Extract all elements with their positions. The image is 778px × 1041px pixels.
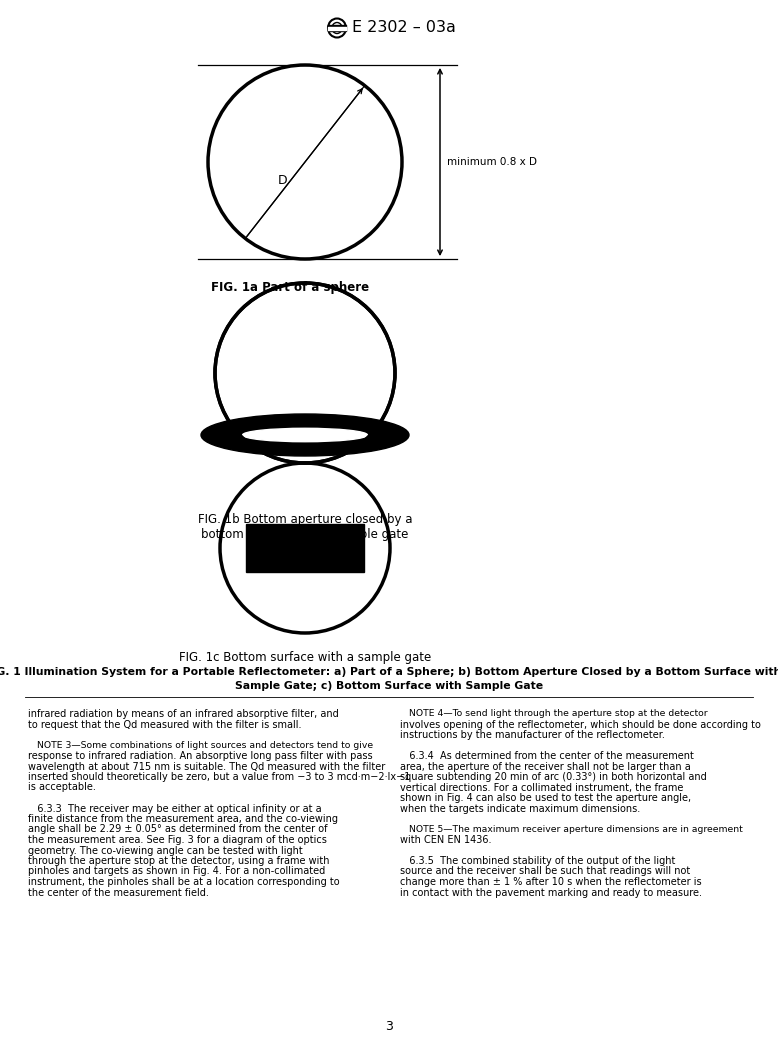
- Text: FIG. 1c Bottom surface with a sample gate: FIG. 1c Bottom surface with a sample gat…: [179, 651, 431, 664]
- Text: E 2302 – 03a: E 2302 – 03a: [352, 21, 456, 35]
- Text: FIG. 1 Illumination System for a Portable Reflectometer: a) Part of a Sphere; b): FIG. 1 Illumination System for a Portabl…: [0, 667, 778, 677]
- Text: change more than ± 1 % after 10 s when the reflectometer is: change more than ± 1 % after 10 s when t…: [400, 877, 702, 887]
- Text: finite distance from the measurement area, and the co-viewing: finite distance from the measurement are…: [28, 814, 338, 824]
- Ellipse shape: [201, 414, 409, 456]
- Text: vertical directions. For a collimated instrument, the frame: vertical directions. For a collimated in…: [400, 783, 683, 792]
- Text: area, the aperture of the receiver shall not be larger than a: area, the aperture of the receiver shall…: [400, 762, 691, 771]
- Text: Sample Gate; c) Bottom Surface with Sample Gate: Sample Gate; c) Bottom Surface with Samp…: [235, 681, 543, 691]
- Text: 3: 3: [385, 1020, 393, 1034]
- Ellipse shape: [243, 428, 367, 441]
- Text: square subtending 20 min of arc (0.33°) in both horizontal and: square subtending 20 min of arc (0.33°) …: [400, 772, 706, 782]
- Text: in contact with the pavement marking and ready to measure.: in contact with the pavement marking and…: [400, 888, 702, 897]
- Text: involves opening of the reflectometer, which should be done according to: involves opening of the reflectometer, w…: [400, 719, 761, 730]
- Text: is acceptable.: is acceptable.: [28, 783, 96, 792]
- Text: to request that the Qd measured with the filter is small.: to request that the Qd measured with the…: [28, 719, 302, 730]
- Text: the measurement area. See Fig. 3 for a diagram of the optics: the measurement area. See Fig. 3 for a d…: [28, 835, 327, 845]
- Text: wavelength at about 715 nm is suitable. The Qd measured with the filter: wavelength at about 715 nm is suitable. …: [28, 762, 385, 771]
- Bar: [246, 524, 364, 572]
- Text: FIG. 1a Part of a sphere: FIG. 1a Part of a sphere: [211, 281, 369, 294]
- Text: inserted should theoretically be zero, but a value from −3 to 3 mcd·m−2·lx−1: inserted should theoretically be zero, b…: [28, 772, 410, 782]
- Text: infrared radiation by means of an infrared absorptive filter, and: infrared radiation by means of an infrar…: [28, 709, 338, 719]
- Text: shown in Fig. 4 can also be used to test the aperture angle,: shown in Fig. 4 can also be used to test…: [400, 793, 691, 803]
- Text: source and the receiver shall be such that readings will not: source and the receiver shall be such th…: [400, 866, 690, 877]
- Text: angle shall be 2.29 ± 0.05° as determined from the center of: angle shall be 2.29 ± 0.05° as determine…: [28, 824, 328, 835]
- Text: response to infrared radiation. An absorptive long pass filter with pass: response to infrared radiation. An absor…: [28, 751, 373, 761]
- Text: NOTE 4—To send light through the aperture stop at the detector: NOTE 4—To send light through the apertur…: [400, 709, 708, 718]
- Text: instructions by the manufacturer of the reflectometer.: instructions by the manufacturer of the …: [400, 730, 665, 740]
- Text: 6.3.4  As determined from the center of the measurement: 6.3.4 As determined from the center of t…: [400, 751, 694, 761]
- Text: D: D: [279, 174, 288, 186]
- Text: when the targets indicate maximum dimensions.: when the targets indicate maximum dimens…: [400, 804, 640, 813]
- Text: NOTE 3—Some combinations of light sources and detectors tend to give: NOTE 3—Some combinations of light source…: [28, 740, 373, 750]
- Text: geometry. The co-viewing angle can be tested with light: geometry. The co-viewing angle can be te…: [28, 845, 303, 856]
- Text: FIG. 1b Bottom aperture closed by a
bottom surface with a sample gate: FIG. 1b Bottom aperture closed by a bott…: [198, 513, 412, 541]
- Text: NOTE 5—The maximum receiver aperture dimensions are in agreement: NOTE 5—The maximum receiver aperture dim…: [400, 824, 743, 834]
- Text: 6.3.3  The receiver may be either at optical infinity or at a: 6.3.3 The receiver may be either at opti…: [28, 804, 321, 813]
- Text: instrument, the pinholes shall be at a location corresponding to: instrument, the pinholes shall be at a l…: [28, 877, 340, 887]
- Text: pinholes and targets as shown in Fig. 4. For a non-collimated: pinholes and targets as shown in Fig. 4.…: [28, 866, 325, 877]
- Text: through the aperture stop at the detector, using a frame with: through the aperture stop at the detecto…: [28, 856, 330, 866]
- Text: minimum 0.8 x D: minimum 0.8 x D: [447, 157, 537, 167]
- Text: 6.3.5  The combined stability of the output of the light: 6.3.5 The combined stability of the outp…: [400, 856, 675, 866]
- Text: the center of the measurement field.: the center of the measurement field.: [28, 888, 209, 897]
- Text: with CEN EN 1436.: with CEN EN 1436.: [400, 835, 492, 845]
